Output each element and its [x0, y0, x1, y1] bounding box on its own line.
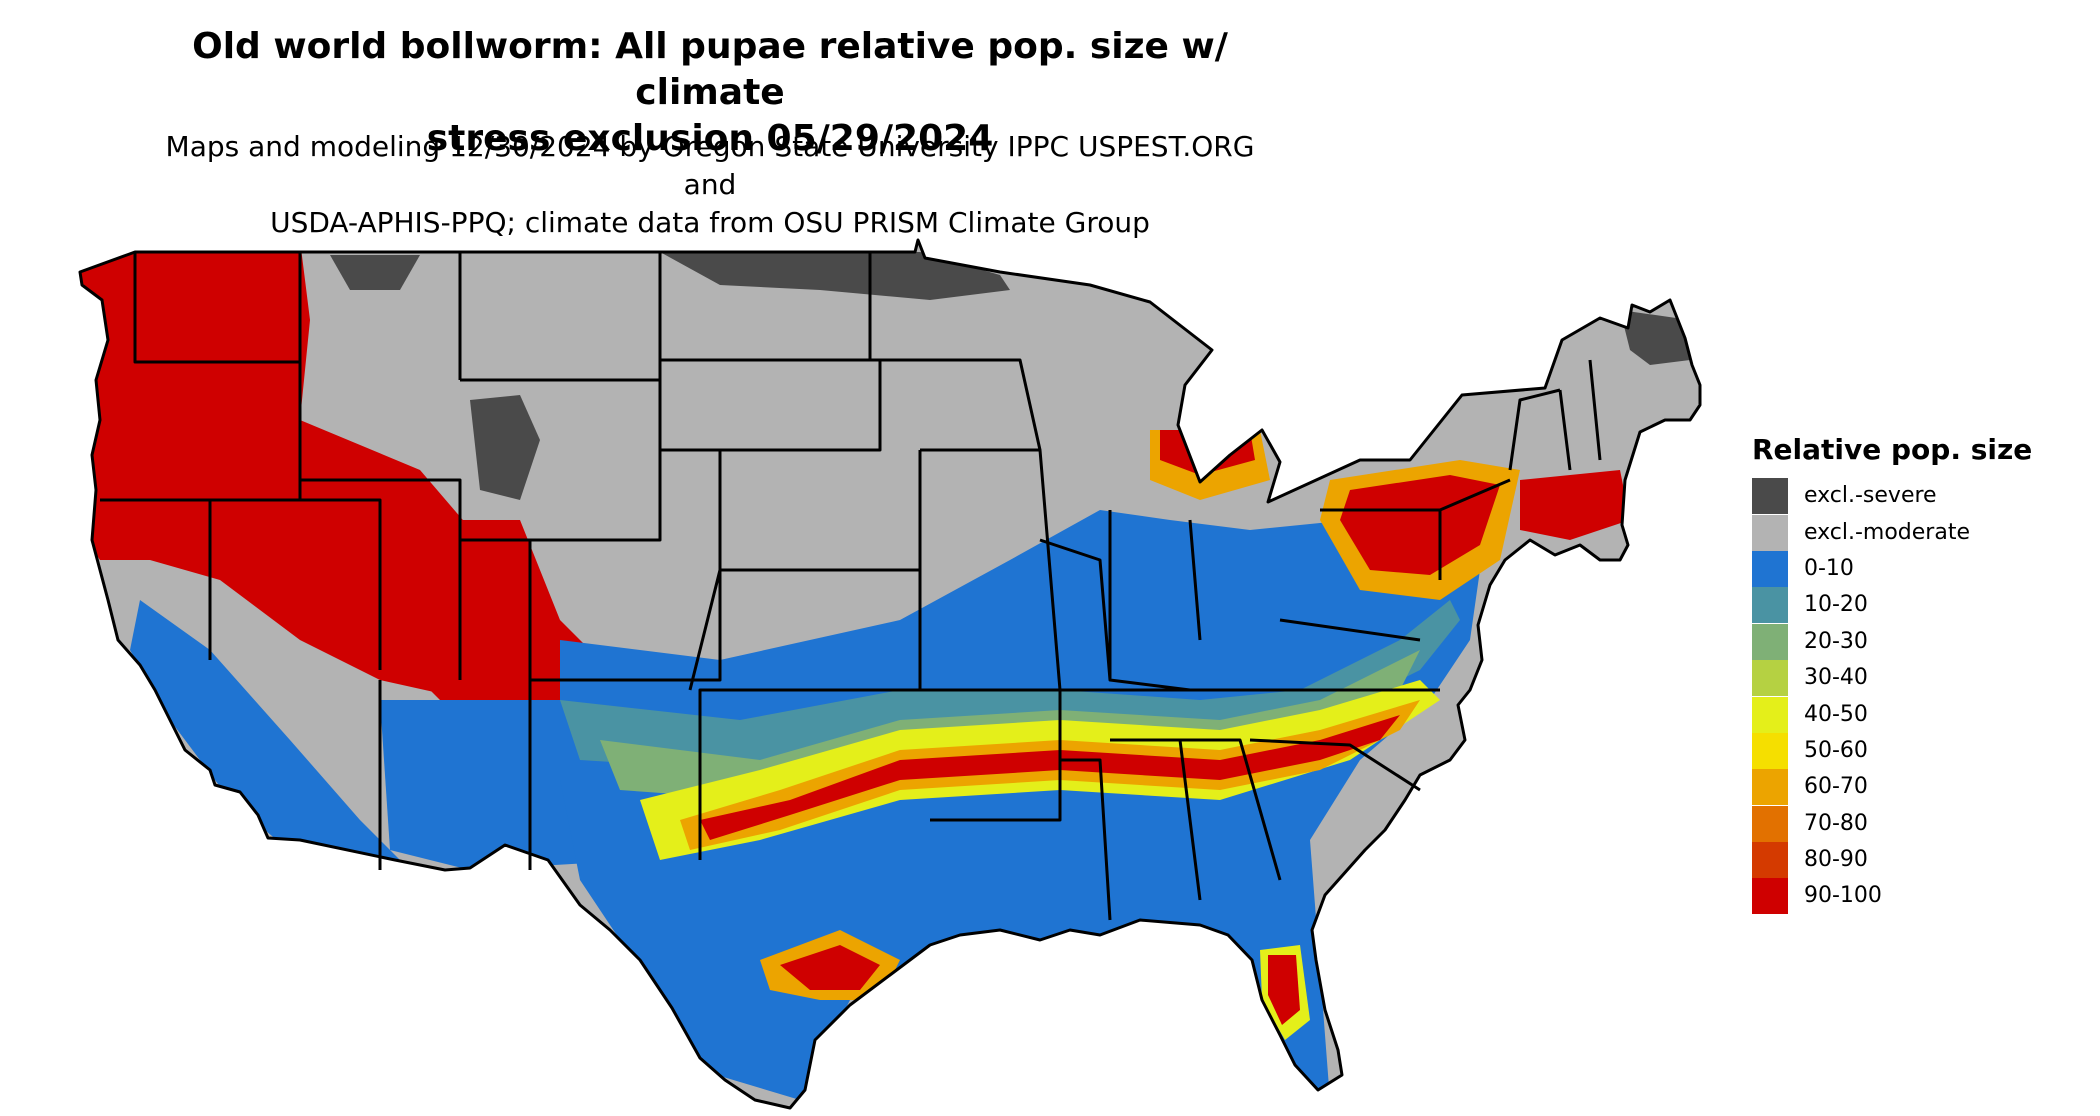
legend-label: excl.-severe — [1804, 483, 1937, 509]
legend-label: 50-60 — [1804, 737, 1868, 763]
legend-label: 0-10 — [1804, 555, 1854, 581]
legend-title: Relative pop. size — [1752, 433, 2033, 466]
legend-item: 20-30 — [1752, 623, 2082, 660]
legend-swatch — [1752, 769, 1788, 806]
legend-label: 90-100 — [1804, 883, 1882, 909]
legend-label: 10-20 — [1804, 592, 1868, 618]
legend-swatch — [1752, 550, 1788, 587]
legend-label: excl.-moderate — [1804, 519, 1970, 545]
legend-swatch — [1752, 478, 1788, 515]
legend-item: 30-40 — [1752, 660, 2082, 697]
legend-item: 50-60 — [1752, 732, 2082, 769]
map-title: Old world bollworm: All pupae relative p… — [160, 24, 1260, 162]
legend-item: 10-20 — [1752, 587, 2082, 624]
legend-item: 70-80 — [1752, 805, 2082, 842]
legend-label: 80-90 — [1804, 847, 1868, 873]
legend-label: 70-80 — [1804, 810, 1868, 836]
legend-label: 20-30 — [1804, 628, 1868, 654]
legend-item: 90-100 — [1752, 878, 2082, 915]
legend-swatch — [1752, 587, 1788, 624]
legend-item: 80-90 — [1752, 842, 2082, 879]
legend-swatch — [1752, 842, 1788, 879]
legend-item: excl.-severe — [1752, 478, 2082, 515]
legend-item: excl.-moderate — [1752, 514, 2082, 551]
legend-label: 30-40 — [1804, 665, 1868, 691]
legend-swatch — [1752, 623, 1788, 660]
legend-item: 60-70 — [1752, 769, 2082, 806]
map-legend: Relative pop. size excl.-severe excl.-mod… — [1752, 432, 2082, 915]
legend-swatch — [1752, 878, 1788, 915]
legend-label: 40-50 — [1804, 701, 1868, 727]
legend-swatch — [1752, 696, 1788, 733]
legend-item: 0-10 — [1752, 550, 2082, 587]
subtitle-line-1: Maps and modeling 12/30/2024 by Oregon S… — [165, 130, 1255, 201]
legend-label: 60-70 — [1804, 774, 1868, 800]
legend-swatch — [1752, 732, 1788, 769]
subtitle-line-2: USDA-APHIS-PPQ; climate data from OSU PR… — [270, 206, 1150, 239]
legend-item: 40-50 — [1752, 696, 2082, 733]
map-subtitle: Maps and modeling 12/30/2024 by Oregon S… — [160, 128, 1260, 242]
legend-swatch — [1752, 805, 1788, 842]
title-line-1: Old world bollworm: All pupae relative p… — [192, 26, 1228, 113]
legend-swatch — [1752, 514, 1788, 551]
title-line-2: stress exclusion 05/29/2024 — [426, 118, 994, 159]
legend-items: excl.-severe excl.-moderate 0-10 10-20 20-30… — [1752, 478, 2082, 915]
legend-swatch — [1752, 660, 1788, 697]
